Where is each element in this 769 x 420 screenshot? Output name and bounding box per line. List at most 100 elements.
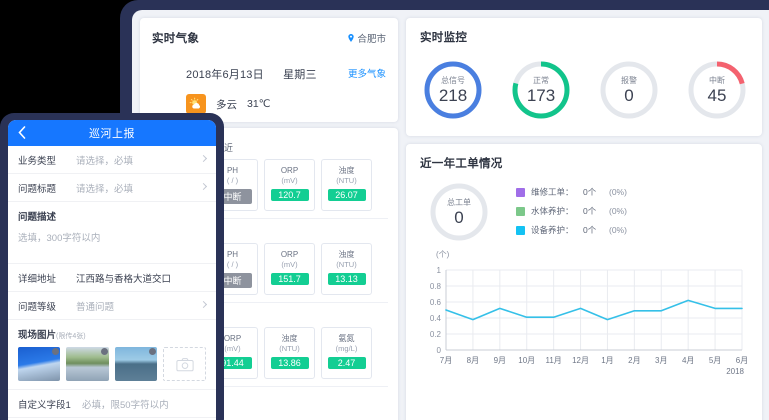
svg-text:6月: 6月 [736, 356, 748, 365]
dashboard-canvas: 实时气象 合肥市 2018年6月13日 星期三 更多气象 [132, 10, 769, 420]
photo-block: 现场图片(限传4张) [8, 320, 216, 390]
legend-swatch-icon [516, 187, 525, 197]
metric-card-2[interactable]: ORP (mV) 151.7 [264, 243, 315, 295]
weather-condition: 多云 [216, 98, 237, 111]
field-label: 问题等级 [18, 301, 57, 313]
monitor-ring-label: 总信号 [441, 75, 465, 85]
field-label: 详细地址 [18, 273, 57, 285]
monitor-ring-0[interactable]: 总信号 218 [420, 57, 486, 123]
monitor-ring-value: 218 [438, 85, 468, 105]
work-order-legend-item-1[interactable]: 水体养护： 0个 (0%) [516, 205, 627, 217]
field-value: 江西路与香格大道交口 [76, 273, 172, 285]
photo-thumb-0[interactable] [18, 347, 61, 381]
work-order-legend-item-2[interactable]: 设备养护： 0个 (0%) [516, 224, 627, 236]
metric-card-2[interactable]: 浊度 (NTU) 13.86 [264, 327, 315, 379]
field-label: 自定义字段1 [18, 399, 71, 411]
svg-text:7月: 7月 [440, 356, 452, 365]
divider [150, 218, 388, 219]
custom-field-row-0[interactable]: 自定义字段1 必填，限50字符以内 [8, 390, 216, 418]
metric-unit: (NTU) [336, 176, 357, 185]
field-value: 必填，限50字符以内 [82, 399, 169, 411]
form-row-address[interactable]: 详细地址 江西路与香格大道交口 [8, 264, 216, 292]
monitor-ring-3[interactable]: 中断 45 [684, 57, 750, 123]
chevron-right-icon [199, 182, 208, 191]
phone-form: 业务类型 请选择，必填 问题标题 请选择，必填 问题描述 选填，300字符以内 … [8, 146, 216, 420]
metric-name: 浊度 [338, 166, 355, 175]
svg-text:2月: 2月 [628, 356, 640, 365]
mobile-report-panel: 巡河上报 业务类型 请选择，必填 问题标题 请选择，必填 问题描述 选填，300… [8, 120, 216, 420]
camera-icon [176, 357, 194, 371]
legend-count: 0个 [583, 206, 597, 216]
svg-text:0.4: 0.4 [430, 314, 442, 323]
work-order-title: 近一年工单情况 [420, 158, 503, 170]
svg-text:10月: 10月 [518, 356, 535, 365]
legend-name: 设备养护： [531, 225, 574, 235]
metric-unit: (NTU) [279, 344, 300, 353]
form-row-level[interactable]: 问题等级 普通问题 [8, 292, 216, 320]
legend-name: 维修工单： [531, 187, 574, 197]
work-order-legend-item-0[interactable]: 维修工单： 0个 (0%) [516, 186, 627, 198]
description-label: 问题描述 [18, 212, 57, 223]
metric-unit: (mV) [281, 176, 298, 185]
svg-text:12月: 12月 [572, 356, 589, 365]
add-photo-button[interactable] [163, 347, 206, 381]
svg-text:5月: 5月 [709, 356, 721, 365]
legend-percent: (0%) [609, 206, 627, 216]
svg-text:3月: 3月 [655, 356, 667, 365]
phone-title: 巡河上报 [89, 128, 135, 140]
field-label: 问题标题 [18, 183, 57, 195]
form-row-1[interactable]: 问题标题 请选择，必填 [8, 174, 216, 202]
metric-unit: ( / ) [226, 176, 239, 185]
weather-title: 实时气象 [152, 33, 200, 45]
metric-name: PH [226, 166, 239, 175]
close-icon[interactable] [52, 348, 60, 355]
weather-card: 实时气象 合肥市 2018年6月13日 星期三 更多气象 [140, 18, 398, 122]
close-icon[interactable] [149, 348, 157, 355]
svg-text:1: 1 [437, 266, 442, 275]
photo-label: 现场图片(限传4张) [18, 330, 86, 341]
field-value: 普通问题 [76, 301, 115, 313]
metric-name: 浊度 [338, 250, 355, 259]
metric-name: ORP [280, 250, 299, 259]
photo-thumb-2[interactable] [114, 347, 158, 381]
metric-name: ORP [280, 166, 299, 175]
legend-percent: (0%) [609, 187, 627, 197]
monitor-ring-1[interactable]: 正常 173 [508, 57, 574, 123]
metric-value: 2.47 [327, 357, 366, 369]
metric-value: 13.13 [327, 273, 366, 285]
legend-percent: (0%) [609, 225, 627, 235]
monitor-ring-2[interactable]: 报警 0 [596, 57, 662, 123]
photo-thumb-1[interactable] [66, 347, 109, 381]
metric-value: 120.7 [270, 189, 309, 201]
map-pin-icon [348, 34, 355, 42]
monitor-ring-label: 报警 [621, 75, 637, 85]
metric-value: 13.86 [270, 357, 309, 369]
metric-card-3[interactable]: 氨氮 (mg/L) 2.47 [321, 327, 372, 379]
metric-card-2[interactable]: ORP (mV) 120.7 [264, 159, 315, 211]
monitor-ring-value: 173 [526, 85, 556, 105]
svg-text:9月: 9月 [494, 356, 506, 365]
realtime-monitor-card: 实时监控 总信号 218 正常 173 报警 0 中断 45 [406, 18, 762, 136]
description-placeholder: 选填，300字符以内 [18, 233, 101, 244]
legend-swatch-icon [516, 206, 525, 216]
weather-date: 2018年6月13日 [186, 69, 264, 81]
monitor-title: 实时监控 [420, 32, 468, 44]
metric-unit: ( / ) [226, 260, 239, 269]
metric-card-3[interactable]: 浊度 (NTU) 26.07 [321, 159, 372, 211]
chevron-right-icon [199, 300, 208, 309]
metric-card-3[interactable]: 浊度 (NTU) 13.13 [321, 243, 372, 295]
metric-value: 26.07 [327, 189, 366, 201]
metric-unit: (mV) [224, 344, 241, 353]
chevron-left-icon[interactable] [18, 126, 26, 139]
photo-thumbnails [18, 347, 206, 381]
description-block[interactable]: 问题描述 选填，300字符以内 [8, 202, 216, 264]
weather-temperature: 31℃ [247, 98, 271, 110]
more-weather-link[interactable]: 更多气象 [347, 69, 386, 80]
field-value: 请选择，必填 [76, 155, 134, 167]
monitor-ring-label: 中断 [709, 75, 725, 85]
weather-date-row: 2018年6月13日 星期三 [186, 66, 317, 82]
form-row-0[interactable]: 业务类型 请选择，必填 [8, 146, 216, 174]
total-work-order-ring: 总工单 0 [428, 181, 490, 243]
close-icon[interactable] [100, 348, 108, 355]
